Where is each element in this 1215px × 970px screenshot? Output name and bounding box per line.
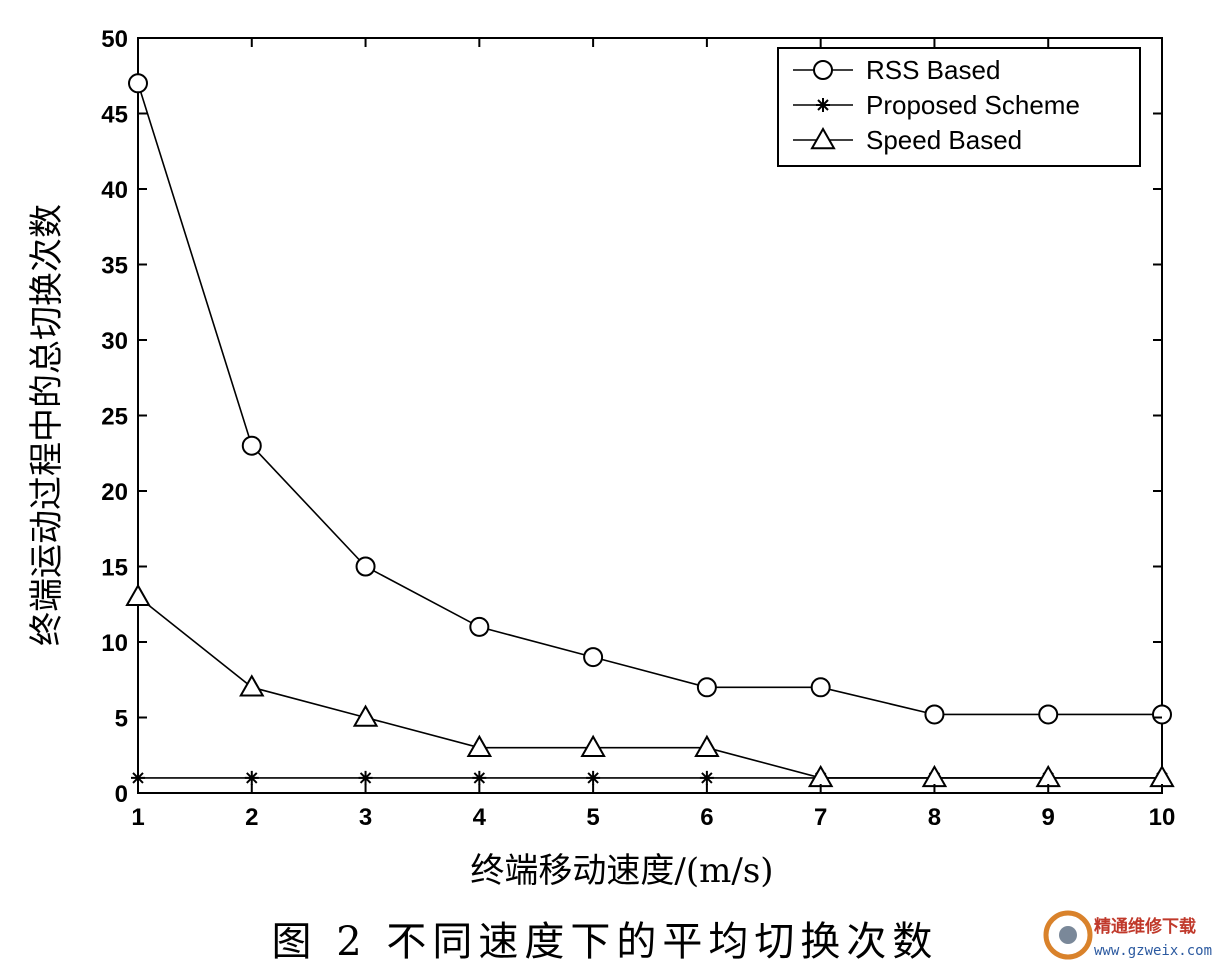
series-2 bbox=[125, 583, 1175, 788]
x-tick-label: 10 bbox=[1149, 804, 1176, 831]
x-tick-label: 6 bbox=[700, 804, 713, 831]
x-tick-label: 7 bbox=[814, 804, 827, 831]
data-point bbox=[358, 770, 373, 785]
legend-marker bbox=[810, 126, 836, 150]
legend-box bbox=[777, 47, 1141, 167]
y-tick-label: 20 bbox=[101, 479, 128, 506]
y-tick-label: 50 bbox=[101, 26, 128, 53]
data-point bbox=[694, 734, 720, 757]
data-point bbox=[586, 770, 601, 785]
watermark-url: www.gzweix.com bbox=[1094, 943, 1212, 959]
data-point bbox=[1035, 764, 1061, 788]
x-tick-label: 9 bbox=[1042, 804, 1055, 831]
series-line bbox=[137, 596, 1162, 779]
series-layer bbox=[125, 73, 1175, 788]
y-tick-label: 25 bbox=[101, 404, 128, 431]
data-point bbox=[921, 764, 948, 788]
data-point bbox=[469, 616, 490, 637]
x-tick-label: 8 bbox=[928, 804, 941, 831]
data-point bbox=[125, 583, 151, 606]
watermark-logo-icon bbox=[1043, 910, 1093, 960]
legend-label: Speed Based bbox=[866, 125, 1022, 155]
x-tick-label: 4 bbox=[473, 804, 487, 831]
data-point bbox=[1152, 704, 1172, 725]
watermark-text: 精通维修下载 bbox=[1094, 916, 1196, 937]
y-axis-label: 终端运动过程中的总切换次数 bbox=[27, 204, 67, 646]
data-point bbox=[352, 704, 379, 727]
x-tick-label: 5 bbox=[586, 804, 599, 831]
data-point bbox=[699, 770, 714, 785]
data-point bbox=[810, 677, 831, 698]
legend-label: RSS Based bbox=[866, 55, 1000, 85]
data-point bbox=[696, 677, 717, 698]
y-tick-label: 0 bbox=[115, 781, 128, 808]
legend: RSS Based Proposed Scheme Speed Based bbox=[777, 47, 1141, 167]
legend-label: Proposed Scheme bbox=[866, 90, 1080, 120]
y-tick-label: 5 bbox=[115, 706, 128, 733]
data-point bbox=[241, 435, 262, 456]
series-0 bbox=[128, 73, 1172, 725]
data-point bbox=[131, 770, 145, 785]
figure-caption: 图 2 不同速度下的平均切换次数 bbox=[272, 919, 939, 965]
y-tick-label: 40 bbox=[101, 177, 128, 204]
x-tick-label: 1 bbox=[131, 804, 144, 831]
data-point bbox=[244, 770, 259, 785]
y-tick-label: 35 bbox=[101, 253, 128, 280]
data-point bbox=[1149, 764, 1175, 788]
data-point bbox=[1038, 704, 1059, 725]
x-axis-label: 终端移动速度/(m/s) bbox=[470, 851, 773, 891]
legend-marker bbox=[813, 60, 833, 80]
x-tick-label: 3 bbox=[359, 804, 372, 831]
data-point bbox=[583, 647, 604, 668]
y-tick-label: 10 bbox=[101, 630, 128, 657]
watermark: 精通维修下载 www.gzweix.com bbox=[1043, 910, 1212, 960]
data-point bbox=[472, 770, 487, 785]
data-point bbox=[924, 704, 945, 725]
data-point bbox=[239, 674, 265, 697]
data-point bbox=[355, 556, 376, 577]
x-tick-label: 2 bbox=[245, 804, 258, 831]
data-point bbox=[580, 734, 606, 757]
series-line bbox=[137, 83, 1162, 716]
watermark-logo-inner bbox=[1059, 926, 1077, 944]
y-tick-label: 30 bbox=[101, 328, 128, 355]
legend-marker bbox=[816, 98, 830, 112]
y-tick-label: 15 bbox=[101, 555, 128, 582]
y-tick-label: 45 bbox=[101, 102, 128, 129]
data-point bbox=[128, 73, 148, 94]
data-point bbox=[466, 734, 493, 757]
